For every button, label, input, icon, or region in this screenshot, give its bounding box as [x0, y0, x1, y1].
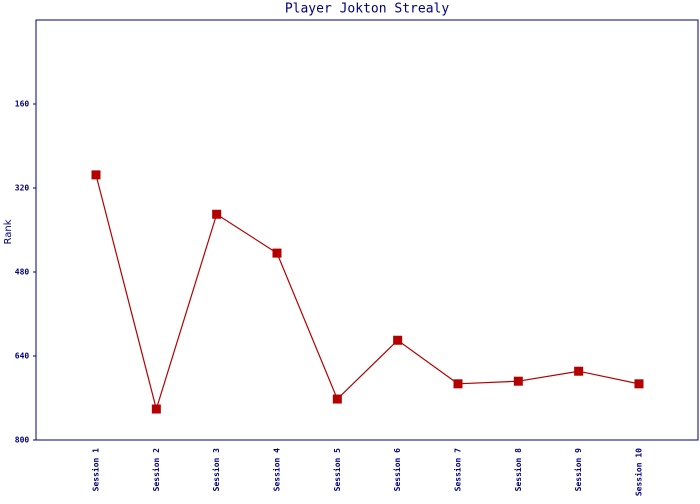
y-axis-title: Rank [3, 219, 14, 244]
point-marker [453, 379, 463, 389]
point-marker [91, 170, 101, 180]
y-tick-label: 800 [15, 436, 30, 445]
x-tick-label: Session 7 [452, 448, 462, 492]
plot-frame [35, 19, 699, 441]
point-marker [634, 379, 644, 389]
point-marker [393, 335, 403, 345]
series-line [95, 174, 640, 412]
y-tick-label: 480 [15, 268, 30, 277]
x-tick-label: Session 4 [271, 448, 281, 492]
x-tick-label: Session 8 [513, 448, 523, 492]
x-tick-label: Session 9 [573, 448, 583, 492]
point-marker [151, 404, 161, 414]
y-tick-label: 160 [15, 100, 30, 109]
x-tick-label: Session 5 [332, 448, 342, 492]
point-marker [574, 366, 584, 376]
point-marker [212, 209, 222, 219]
point-marker [513, 376, 523, 386]
point-marker [272, 248, 282, 258]
x-tick-label: Session 2 [151, 448, 161, 492]
y-tick-label: 320 [15, 184, 30, 193]
x-tick-label: Session 6 [392, 448, 402, 492]
x-tick-label: Session 10 [633, 448, 643, 496]
x-tick-label: Session 3 [211, 448, 221, 492]
y-tick-label: 640 [15, 352, 30, 361]
x-tick-label: Session 1 [91, 448, 101, 492]
point-marker [332, 394, 342, 404]
chart-title: Player Jokton Strealy [285, 2, 450, 17]
